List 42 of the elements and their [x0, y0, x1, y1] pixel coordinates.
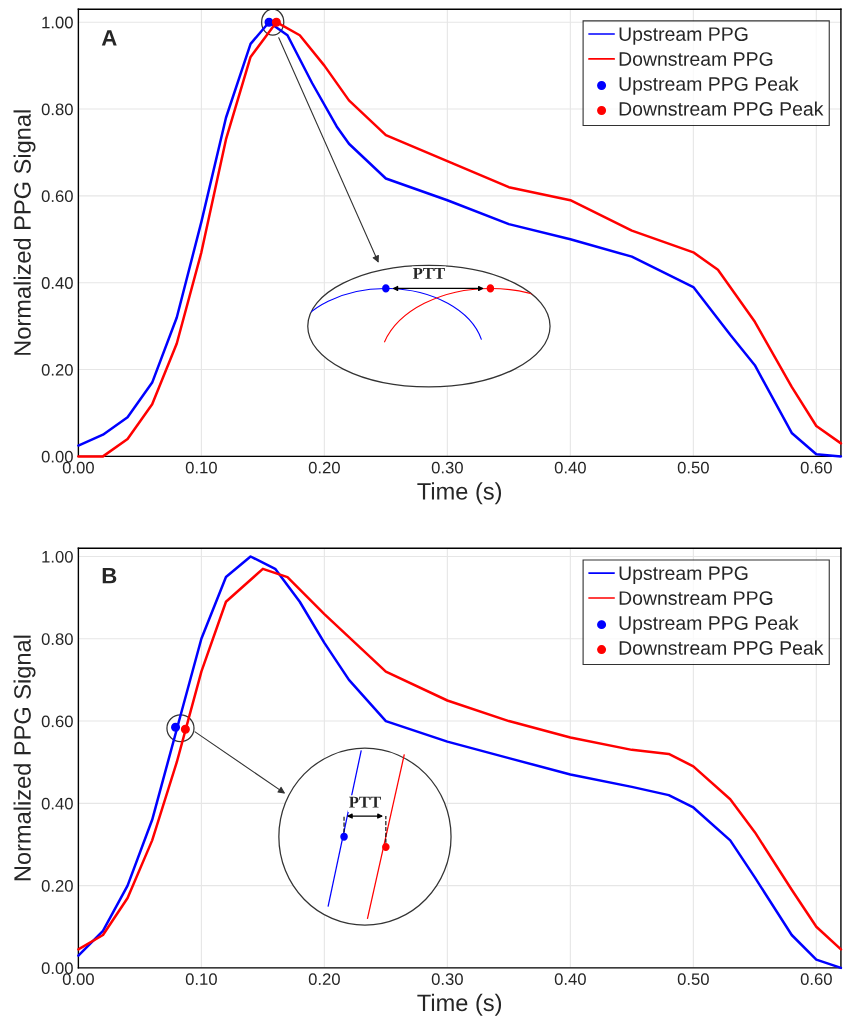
y-tick-label: 0.00: [41, 450, 73, 463]
x-tick-label: 0.00: [62, 461, 94, 474]
x-tick-label: 0.50: [677, 461, 709, 474]
y-tick-label: 1.00: [42, 550, 73, 563]
x-tick-label: 0.20: [308, 461, 340, 474]
annotation: PTT: [349, 796, 381, 808]
annotation: A: [101, 30, 117, 46]
x-tick-label: 0.60: [800, 461, 832, 474]
y-tick-label: 0.00: [41, 962, 73, 975]
x-tick-label: 0.40: [554, 973, 586, 986]
x-axis-title: Time (s): [417, 482, 502, 505]
x-tick-label: 0.60: [800, 973, 832, 986]
legend-label: Downstream PPG: [619, 52, 773, 66]
y-tick-label: 0.80: [41, 103, 73, 116]
x-tick-label: 0.10: [185, 461, 217, 474]
y-tick-label: 0.20: [41, 880, 73, 892]
y-axis-title: Normalized PPG Signal: [13, 110, 36, 355]
y-tick-label: 0.80: [41, 633, 73, 645]
x-tick-label: 0.10: [185, 973, 217, 986]
x-tick-label: 0.40: [554, 461, 586, 474]
legend-label: Upstream PPG Peak: [619, 615, 799, 634]
x-tick-label: 0.50: [677, 973, 709, 986]
y-tick-label: 0.60: [41, 715, 73, 728]
y-tick-label: 0.40: [41, 797, 73, 810]
y-tick-label: 0.60: [41, 190, 73, 203]
legend-label: Upstream PPG: [619, 27, 748, 45]
y-tick-label: 1.00: [42, 16, 73, 29]
legend-label: Upstream PPG Peak: [619, 76, 799, 95]
x-axis-title: Time (s): [417, 993, 502, 1016]
y-tick-label: 0.40: [41, 277, 73, 289]
x-tick-label: 0.30: [431, 973, 463, 986]
legend-label: Downstream PPG: [619, 591, 773, 605]
x-tick-label: 0.20: [308, 973, 340, 986]
y-tick-label: 0.20: [41, 363, 73, 376]
x-tick-label: 0.30: [431, 461, 463, 474]
x-tick-label: 0.00: [62, 973, 94, 986]
y-axis-title: Normalized PPG Signal: [13, 635, 36, 881]
legend-label: Downstream PPG Peak: [619, 640, 824, 655]
legend-label: Downstream PPG Peak: [619, 101, 824, 116]
annotation: B: [102, 567, 117, 584]
legend-label: Upstream PPG: [619, 566, 748, 584]
annotation: PTT: [412, 267, 445, 279]
